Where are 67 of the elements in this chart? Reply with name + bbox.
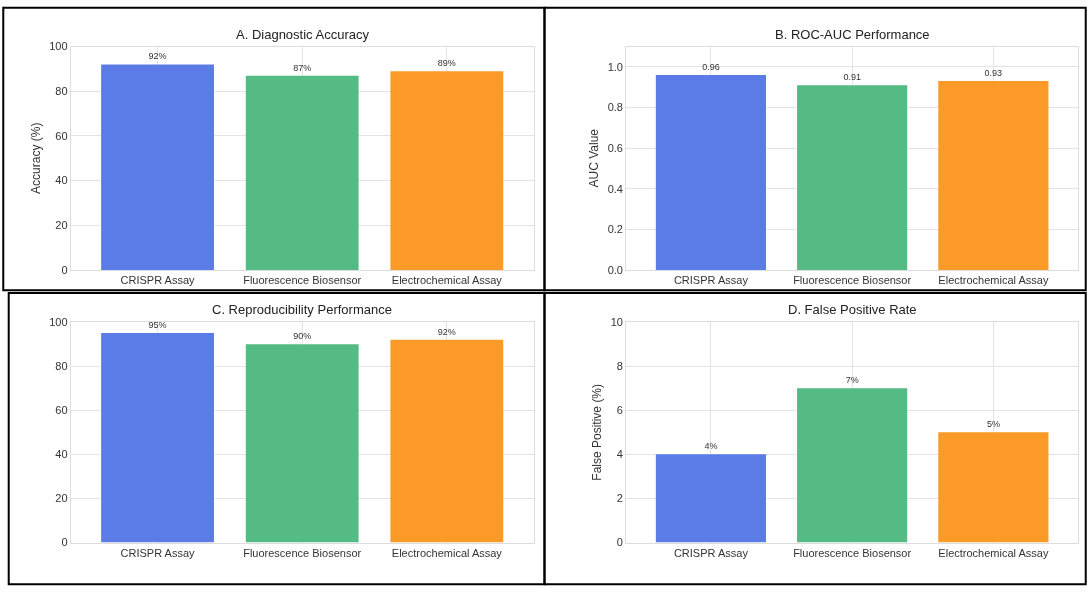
bar [245,344,359,543]
y-tick-label: 8 [616,360,623,373]
data-label: 5% [986,419,1000,430]
y-tick-label: 40 [55,174,68,187]
data-label: 0.91 [843,72,861,83]
y-tick-label: 100 [49,40,68,53]
y-tick-label: 100 [49,315,68,328]
bar [938,81,1049,270]
x-tick-label: Electrochemical Assay [391,274,503,287]
x-tick-label: Fluorescence Biosensor [793,274,912,287]
data-label: 90% [293,331,312,342]
x-tick-label: CRISPR Assay [673,546,749,559]
chart-title: D. False Positive Rate [788,302,917,317]
bar [797,388,908,543]
y-tick-label: 2 [616,492,623,505]
data-label: 7% [845,375,859,386]
y-tick-label: 0 [61,263,68,276]
y-tick-label: 4 [616,448,623,461]
y-axis-title: False Positive (%) [590,383,605,481]
y-tick-label: 6 [616,404,623,417]
data-label: 0.93 [984,68,1003,79]
y-tick-label: 0.4 [607,182,623,195]
y-tick-label: 0.0 [607,263,623,276]
bar [938,432,1049,543]
x-tick-label: Electrochemical Assay [938,274,1049,287]
y-tick-label: 80 [55,360,68,373]
bar [101,64,214,270]
bar [390,339,504,543]
y-tick-label: 1.0 [607,60,623,73]
chart-title: B. ROC-AUC Performance [775,27,930,42]
y-axis-title: AUC Value [586,128,601,188]
data-label: 0.96 [702,62,720,73]
data-label: 87% [293,62,312,73]
x-tick-label: CRISPR Assay [120,274,196,287]
y-tick-label: 60 [55,404,68,417]
data-label: 92% [437,326,456,337]
x-tick-label: Fluorescence Biosensor [793,546,912,559]
x-tick-label: Electrochemical Assay [938,546,1049,559]
y-tick-label: 0 [616,536,623,549]
y-tick-label: 0 [61,536,68,549]
chart-title: A. Diagnostic Accuracy [236,27,370,42]
y-tick-label: 60 [55,129,68,142]
data-label: 89% [437,58,456,69]
y-tick-label: 10 [610,315,623,328]
y-tick-label: 20 [55,219,68,232]
bar [655,454,766,543]
bar [390,71,504,270]
bar [245,75,359,270]
x-tick-label: CRISPR Assay [120,546,196,559]
y-tick-label: 0.6 [607,141,623,154]
y-axis-title: Accuracy (%) [28,122,43,194]
x-tick-label: Fluorescence Biosensor [243,546,362,559]
x-tick-label: CRISPR Assay [673,274,749,287]
y-tick-label: 0.2 [607,223,623,236]
bar [101,333,214,543]
x-tick-label: Fluorescence Biosensor [243,274,362,287]
y-tick-label: 40 [55,448,68,461]
data-label: 4% [704,441,718,452]
y-tick-label: 20 [55,492,68,505]
bar [797,85,908,270]
data-label: 92% [148,51,167,62]
chart-title: C. Reproducibility Performance [212,302,392,317]
y-tick-label: 80 [55,85,68,98]
y-tick-label: 0.8 [607,101,623,114]
bar [655,75,766,270]
data-label: 95% [148,320,167,331]
x-tick-label: Electrochemical Assay [391,546,503,559]
